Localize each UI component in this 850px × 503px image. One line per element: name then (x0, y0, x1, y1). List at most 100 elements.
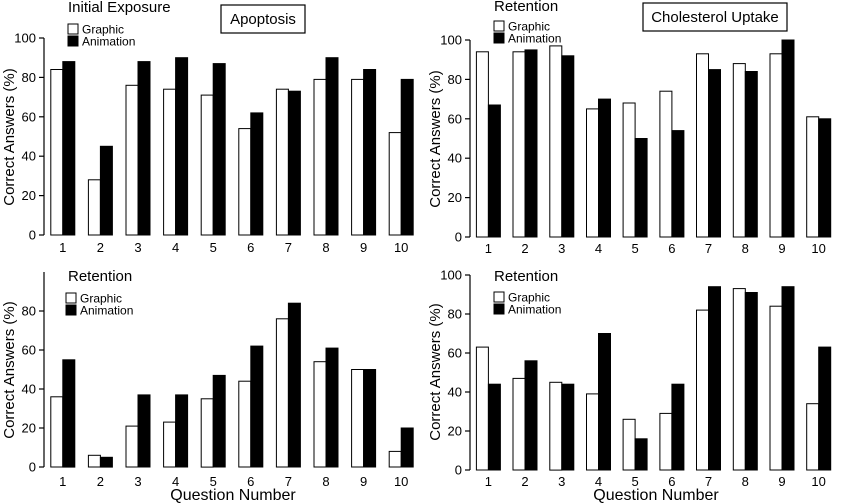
legend-swatch-graphic (493, 291, 505, 303)
legend-label-animation: Animation (508, 32, 561, 46)
x-tick-label: 8 (322, 240, 329, 255)
y-tick-label: 60 (22, 343, 36, 358)
bar-graphic-q2 (87, 454, 101, 468)
panel-title: Retention (494, 0, 558, 15)
x-tick-label: 5 (210, 240, 217, 255)
bar-animation-q4 (598, 98, 611, 238)
section-title-apoptosis: Apoptosis (220, 4, 306, 34)
bar-animation-q7 (708, 286, 721, 471)
bar-graphic-q10 (806, 403, 820, 471)
x-tick-label: 2 (97, 240, 104, 255)
bar-animation-q4 (175, 394, 189, 468)
panel-title: Retention (68, 268, 132, 285)
x-tick-label: 8 (322, 474, 329, 489)
bar-graphic-q4 (163, 88, 177, 236)
x-tick-label: 5 (632, 474, 639, 489)
bar-graphic-q9 (769, 305, 783, 471)
bar-graphic-q10 (388, 450, 402, 468)
y-tick-label: 0 (455, 463, 462, 478)
x-tick-label: 6 (247, 240, 254, 255)
bar-animation-q2 (524, 49, 538, 238)
legend-label-graphic: Graphic (508, 20, 550, 34)
bar-graphic-q3 (125, 84, 139, 236)
panel-initial-exposure-apoptosis: 0 20 40 60 80 100 Correct Answers (%) 1 2 3 4 5 6 7 8 9… (1, 0, 414, 255)
y-tick-label: 100 (440, 33, 462, 48)
bar-graphic-q10 (806, 116, 820, 238)
y-tick-label: 100 (14, 31, 36, 46)
bar-animation-q5 (634, 438, 648, 471)
x-tick-label: 4 (172, 474, 179, 489)
bar-graphic-q6 (238, 380, 252, 468)
bar-graphic-q1 (475, 51, 489, 238)
section-title-cholesterol-uptake: Cholesterol Uptake (642, 2, 788, 32)
section-title-apoptosis-text: Apoptosis (230, 11, 296, 28)
x-tick-label: 9 (778, 474, 785, 489)
legend-swatch-animation (67, 35, 79, 47)
panel-retention-apoptosis: 0 20 40 60 80 Correct Answers (%) 1 2 3 4 5 6 7 8 9 10 R… (1, 268, 414, 489)
bar-graphic-q6 (659, 90, 673, 238)
bar-graphic-q3 (125, 425, 139, 468)
legend-swatch-animation (493, 32, 505, 44)
bar-animation-q10 (818, 118, 832, 238)
bar-graphic-q8 (732, 288, 746, 471)
x-tick-label: 1 (485, 241, 492, 256)
x-tick-label: 4 (595, 241, 602, 256)
y-tick-label: 40 (22, 149, 36, 164)
y-tick-label: 60 (448, 346, 462, 361)
x-tick-label: 6 (247, 474, 254, 489)
bar-graphic-q1 (50, 396, 64, 468)
legend-swatch-graphic (67, 23, 79, 35)
x-tick-label: 10 (811, 241, 825, 256)
bar-graphic-q6 (659, 412, 673, 471)
x-tick-label: 3 (134, 240, 141, 255)
y-tick-label: 0 (455, 230, 462, 245)
y-tick-label: 0 (29, 228, 36, 243)
bar-animation-q10 (818, 346, 832, 471)
bar-animation-q2 (524, 360, 538, 471)
x-tick-label: 7 (705, 474, 712, 489)
y-tick-label: 80 (22, 304, 36, 319)
bar-graphic-q7 (696, 309, 709, 471)
x-axis-label-left: Question Number (170, 487, 296, 503)
bar-animation-q5 (634, 138, 648, 238)
x-tick-label: 6 (668, 474, 675, 489)
legend-swatch-graphic (65, 292, 77, 304)
y-tick-label: 60 (22, 109, 36, 124)
section-title-cholesterol-uptake-text: Cholesterol Uptake (651, 9, 779, 26)
bar-graphic-q6 (238, 128, 252, 236)
bar-animation-q2 (99, 145, 113, 236)
bar-graphic-q1 (475, 346, 489, 471)
x-tick-label: 2 (97, 474, 104, 489)
bar-animation-q1 (62, 359, 76, 468)
bar-graphic-q8 (732, 63, 746, 238)
bar-graphic-q7 (275, 318, 289, 468)
x-tick-label: 9 (360, 474, 367, 489)
y-tick-label: 80 (448, 307, 462, 322)
x-axis-label-right: Question Number (593, 487, 719, 503)
bar-animation-q1 (487, 104, 501, 238)
bar-animation-q8 (325, 57, 339, 236)
bar-graphic-q9 (351, 78, 365, 236)
y-axis-title: Correct Answers (%) (1, 301, 18, 439)
x-tick-label: 7 (285, 240, 292, 255)
y-tick-label: 40 (448, 151, 462, 166)
legend-label-graphic: Graphic (508, 291, 550, 305)
bar-animation-q10 (400, 427, 414, 468)
x-tick-label: 1 (59, 474, 66, 489)
bar-graphic-q8 (313, 361, 327, 468)
bar-graphic-q2 (512, 51, 526, 238)
bar-graphic-q8 (313, 78, 327, 236)
x-tick-label: 5 (632, 241, 639, 256)
legend-swatch-graphic (493, 20, 505, 32)
bar-graphic-q7 (696, 53, 709, 238)
y-tick-label: 100 (440, 268, 462, 283)
bar-animation-q5 (212, 374, 226, 468)
bar-animation-q9 (781, 286, 795, 471)
x-tick-label: 10 (394, 474, 408, 489)
x-tick-label: 2 (521, 241, 528, 256)
x-tick-label: 10 (811, 474, 825, 489)
legend-label-animation: Animation (508, 303, 561, 317)
bar-animation-q7 (287, 90, 301, 236)
bar-graphic-q2 (512, 377, 526, 471)
bar-graphic-q5 (622, 418, 636, 471)
